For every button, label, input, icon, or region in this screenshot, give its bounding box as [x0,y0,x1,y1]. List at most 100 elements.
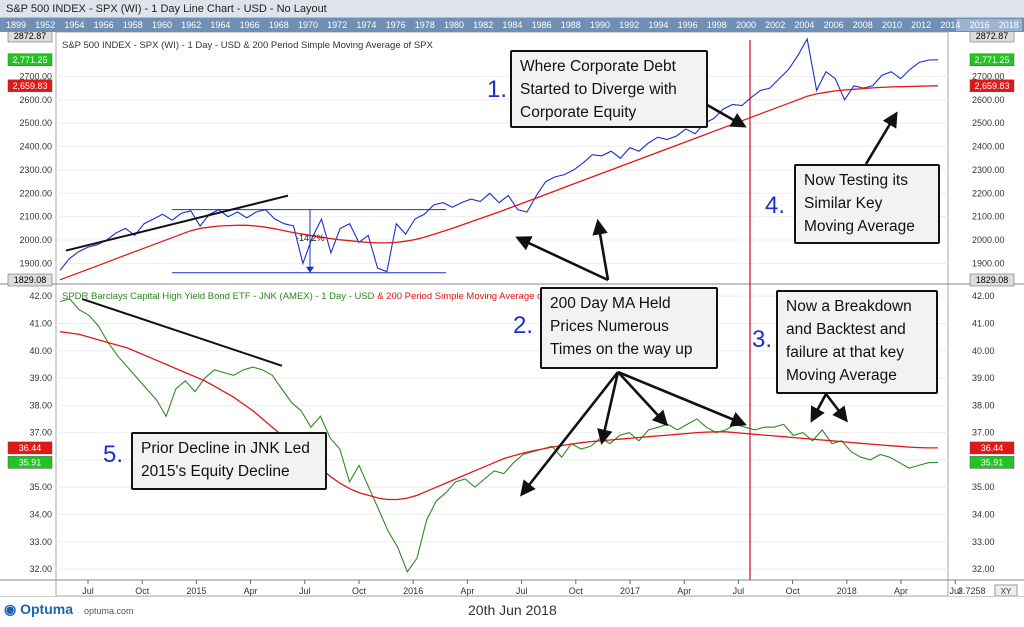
jnk-last-price-label-left: 35.91 [19,457,42,467]
year-label[interactable]: 1986 [531,20,552,30]
x-tick-label: Oct [135,586,150,596]
y-tick-label-right: 37.00 [972,428,995,438]
spx-ma-price-label-right: 2,659.83 [974,81,1009,91]
jnk-trendline [81,297,283,367]
jnk-ma-price-label-bg-left [7,441,53,455]
annotation-box-4: Now Testing its Similar Key Moving Avera… [794,164,940,244]
x-tick-label: 2017 [620,586,640,596]
year-label[interactable]: 1980 [443,20,465,30]
year-label[interactable]: 1954 [64,20,85,30]
x-tick-label: Apr [460,586,474,596]
year-window-highlight[interactable] [956,19,1022,31]
jnk-ma-price-label-bg-right [969,441,1015,455]
y-tick-label-right: 35.00 [972,482,995,492]
x-tick-label: Apr [244,586,258,596]
y-tick-label-right: 2300.00 [972,165,1005,175]
spx-bottom-price-label-bg-left [7,273,53,287]
jnk-ma-price-label-left: 36.44 [19,443,42,453]
arrow-box3-a [810,393,828,423]
year-label[interactable]: 2012 [911,20,932,30]
year-label[interactable]: 2004 [794,20,815,30]
y-tick-label-right: 2700.00 [972,71,1005,81]
annotation-number-5: 5. [103,441,124,468]
jnk-panel-title: SPDR Barclays Capital High Yield Bond ET… [62,291,566,302]
year-label[interactable]: 1998 [706,20,727,30]
year-label[interactable]: 2000 [735,20,757,30]
year-label[interactable]: 2014 [940,20,961,30]
y-tick-label-right: 1900.00 [972,258,1005,268]
y-tick-label-left: 40.00 [29,346,52,356]
y-tick-label-left: 38.00 [29,400,52,410]
arrow-box2-jnk-c [617,371,669,427]
footer-bar [0,596,1024,627]
year-label[interactable]: 2010 [881,20,903,30]
annotation-number-2: 2. [513,312,534,339]
x-tick-label: Jul [82,586,94,596]
jnk-ma-price-label-right: 36.44 [981,443,1004,453]
spx-top-price-label-right: 2872.87 [976,32,1009,41]
y-tick-label-left: 42.00 [29,291,52,301]
x-tick-label: Jul [733,586,745,596]
x-tick-label: Oct [786,586,801,596]
spx-price-line [59,37,939,273]
year-label[interactable]: 1984 [502,20,523,30]
year-label[interactable]: 1968 [268,20,289,30]
year-label[interactable]: 1962 [181,20,202,30]
year-label[interactable]: 1990 [589,20,611,30]
spx-bottom-price-label-right: 1829.08 [976,275,1009,285]
y-tick-label-left: 2300.00 [19,165,52,175]
year-label[interactable]: 1978 [414,20,435,30]
year-label[interactable]: 1964 [210,20,231,30]
year-label[interactable]: 1960 [151,20,173,30]
x-tick-label: 2016 [403,586,423,596]
corner-value: 3.7258 [958,586,986,596]
year-label[interactable]: 1956 [93,20,114,30]
y-tick-label-left: 41.00 [29,318,52,328]
year-label[interactable]: 1974 [356,20,377,30]
annotation-box-5: Prior Decline in JNK Led 2015's Equity D… [131,432,327,490]
chart-date: 20th Jun 2018 [468,602,557,618]
year-label[interactable]: 1952 [35,20,56,30]
y-tick-label-left: 1900.00 [19,258,52,268]
xy-button-bg [994,584,1018,596]
year-label[interactable]: 1972 [327,20,348,30]
spx-last-price-label-bg-left [7,53,53,67]
year-label[interactable]: 2006 [823,20,844,30]
year-label[interactable]: 1992 [619,20,640,30]
y-tick-label-right: 2400.00 [972,142,1005,152]
year-label[interactable]: 1899 [5,20,27,30]
arrow-box1 [701,100,747,128]
year-label[interactable]: 1996 [677,20,698,30]
year-label[interactable]: 2018 [998,20,1019,30]
year-label[interactable]: 1966 [239,20,260,30]
optuma-logo: ◉ Optuma [4,601,73,617]
y-tick-label-right: 34.00 [972,510,995,520]
y-tick-label-right: 38.00 [972,400,995,410]
year-label[interactable]: 1988 [560,20,581,30]
year-label[interactable]: 2008 [852,20,873,30]
annotation-number-3: 3. [752,326,773,353]
y-tick-label-right: 33.00 [972,537,995,547]
year-label[interactable]: 1970 [297,20,319,30]
y-tick-label-left: 35.00 [29,482,52,492]
spx-last-price-label-bg-right [969,53,1015,67]
year-label[interactable]: 1976 [385,20,406,30]
year-label[interactable]: 1958 [122,20,143,30]
y-tick-label-right: 39.00 [972,373,995,383]
year-navigator-strip[interactable]: 1899 1952 1954 1956 1958 1960 1962 1964 1966 1968… [0,18,1024,32]
year-label[interactable]: 1982 [473,20,494,30]
year-label[interactable]: 1994 [648,20,669,30]
jnk-last-price-label-bg-right [969,456,1015,469]
spx-trendline [65,194,289,252]
spx-ma-price-label-left: 2,659.83 [12,81,47,91]
y-tick-label-left: 34.00 [29,510,52,520]
year-label[interactable]: 2016 [969,20,990,30]
x-tick-label: Jul [516,586,528,596]
x-tick-label: Apr [677,586,691,596]
spx-last-price-label-left: 2,771.25 [12,55,47,65]
spx-top-price-label-bg-right [969,32,1015,43]
spx-bottom-price-label-left: 1829.08 [14,275,47,285]
year-label[interactable]: 2002 [765,20,786,30]
y-tick-label-left: 2000.00 [19,235,52,245]
x-tick-label: Oct [569,586,584,596]
